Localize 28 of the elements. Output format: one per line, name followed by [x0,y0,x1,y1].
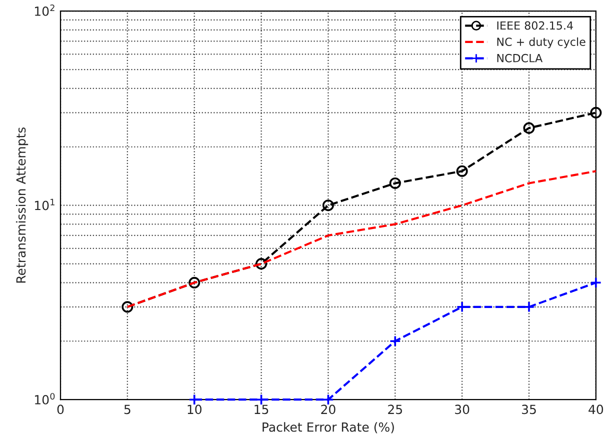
point [590,106,602,118]
x-tick-label: 25 [388,404,402,414]
y-axis-title: Retransmission Attempts [16,127,28,283]
point [256,258,268,270]
point [389,335,401,347]
x-tick-label: 30 [455,404,470,414]
y-tick-label: 10$^{2}$ [35,4,54,16]
x-tick-label: 20 [321,404,336,414]
x-tick-label: 40 [588,404,604,414]
x-tick-label: 35 [522,404,536,414]
point [122,301,134,313]
point [456,165,468,177]
y-tick-label: 10$^{0}$ [35,392,55,404]
x-tick-label: 10 [188,404,202,414]
point [389,177,401,189]
x-tick-label: 15 [254,404,268,414]
point [590,276,602,288]
y-tick-label: 10$^{1}$ [35,198,54,210]
point [322,394,334,406]
x-tick-label: 0 [57,404,64,414]
legend-label: IEEE 802.15.4 [497,21,573,30]
x-tick-label: 5 [124,404,130,414]
x-axis-title: Packet Error Rate (%) [262,422,394,434]
point [523,122,535,134]
legend-label: NCDCLA [497,54,543,62]
point [188,276,200,288]
legend-label: NC + duty cycle [497,37,586,48]
point [322,200,334,212]
